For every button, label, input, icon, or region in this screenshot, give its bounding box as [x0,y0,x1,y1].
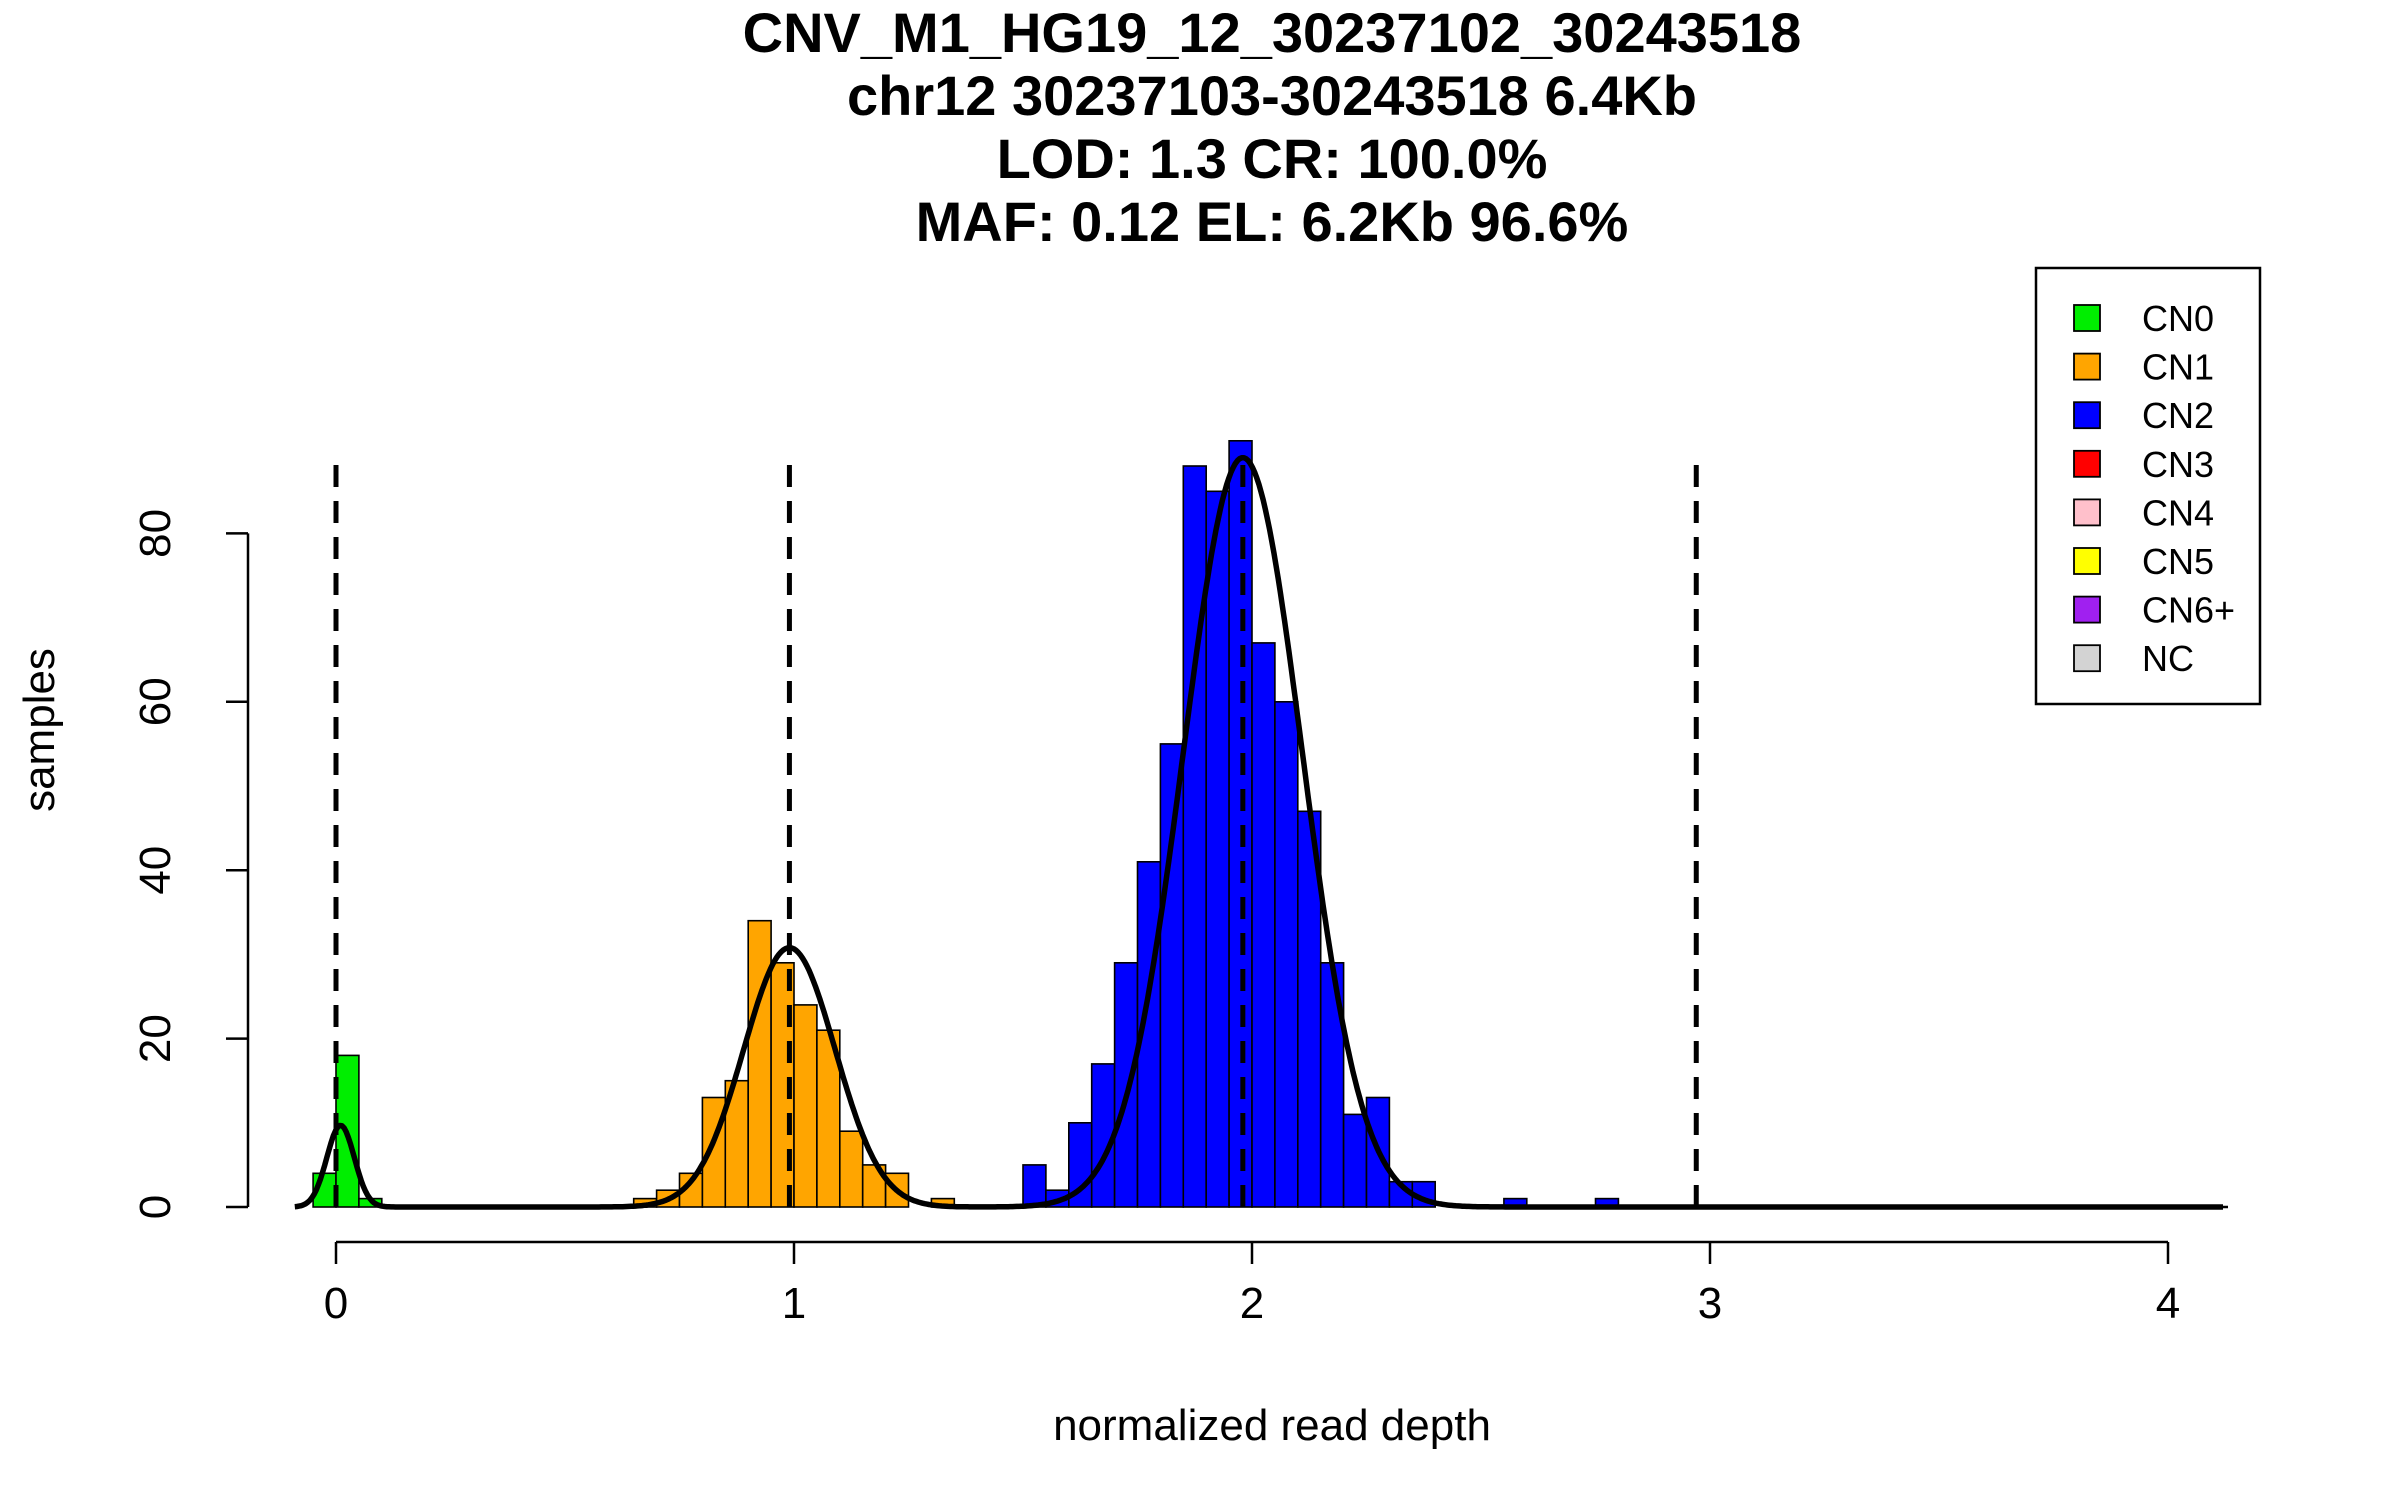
bar-cn2 [1205,490,1230,1208]
bar-cn1 [747,919,772,1208]
y-tick-label: 0 [131,1195,180,1219]
legend-box [2034,266,2262,706]
bar-cn1 [793,1004,818,1208]
histogram-bars [312,439,2040,1208]
title-line-4: MAF: 0.12 EL: 6.2Kb 96.6% [916,190,1629,253]
legend-label: CN2 [2142,395,2214,436]
legend-swatch-cn5 [2073,547,2101,575]
legend-swatch-nc [2073,644,2101,673]
bar-cn2 [1182,465,1208,1208]
title-line-1: CNV_M1_HG19_12_30237102_30243518 [743,1,1802,64]
legend-swatch-cn4 [2073,498,2101,527]
bar-cn2 [1251,642,1276,1208]
legend-swatch-cn2 [2073,401,2101,430]
title-line-3: LOD: 1.3 CR: 100.0% [997,127,1548,190]
legend-swatch-cn1 [2073,352,2101,381]
legend-swatch-cn6plus [2073,595,2101,624]
fit-curve [294,454,2224,1210]
bar-cn1 [838,1130,864,1208]
legend-label: CN0 [2142,298,2214,339]
legend-swatch-cn0 [2073,304,2101,332]
legend-swatch-cn3 [2073,449,2101,478]
legend-label: CN4 [2142,492,2214,533]
bar-cn2 [1274,700,1299,1208]
y-tick-label: 40 [131,846,180,895]
x-axis-label: normalized read depth [1053,1401,1491,1450]
chart-title: CNV_M1_HG19_12_30237102_30243518 chr12 3… [743,1,1802,253]
x-tick-label: 4 [2156,1279,2180,1328]
legend-label: CN1 [2142,347,2214,388]
y-axis: 0 20 40 60 80 [131,509,250,1219]
bar-cn2 [1342,1113,1368,1208]
x-tick-label: 1 [782,1279,806,1328]
x-tick-label: 2 [1240,1279,1264,1328]
x-tick-label: 0 [324,1279,348,1328]
x-tick-label: 3 [1698,1279,1722,1328]
y-tick-label: 80 [131,509,180,558]
title-line-2: chr12 30237103-30243518 6.4Kb [847,64,1697,127]
threshold-lines [333,461,1699,1207]
gaussian-fit-curves [294,454,2224,1210]
y-axis-label: samples [15,648,64,812]
bar-cn2 [1022,1164,1047,1208]
legend-label: CN5 [2142,541,2214,582]
legend-label: CN6+ [2142,590,2235,631]
x-axis: 0 1 2 3 4 [324,1205,2228,1328]
y-tick-label: 20 [131,1014,180,1063]
legend-label: CN3 [2142,444,2214,485]
legend: CN0 CN1 CN2 CN3 CN4 CN5 CN6+ NC [2034,266,2262,706]
legend-label: NC [2142,638,2194,679]
bar-cn2 [1159,743,1185,1208]
bar-cn2 [1113,961,1139,1208]
y-tick-label: 60 [131,677,180,726]
